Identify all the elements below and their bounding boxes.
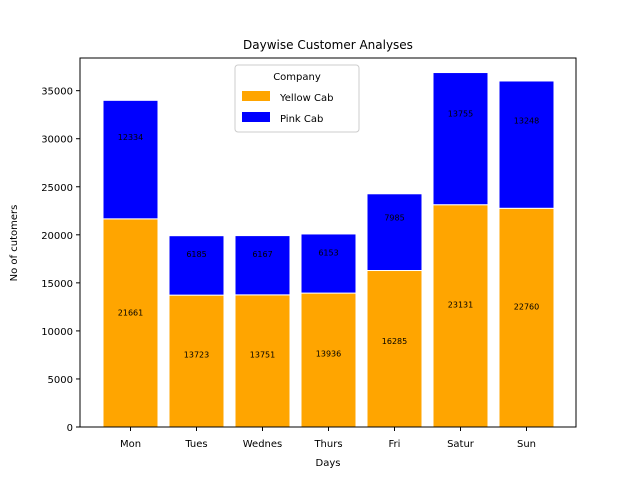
bar-yellow-cab-thurs — [300, 292, 357, 428]
data-label-pink-cab-thurs: 6153 — [318, 248, 338, 257]
data-labels-layer: 21661 12334 13723 6185 13751 6167 13936 6153 162… — [118, 110, 539, 360]
x-tick-label-wednes: Wednes — [243, 439, 283, 450]
y-axis: 0 5000 10000 15000 20000 25000 30000 35000 — [41, 87, 80, 434]
bar-pink-cab-satur — [432, 72, 489, 206]
bar-yellow-cab-mon — [102, 218, 159, 428]
data-label-yellow-cab-sun: 22760 — [514, 303, 539, 312]
x-tick-label-thurs: Thurs — [313, 439, 342, 450]
legend-label-yellow-cab: Yellow Cab — [279, 93, 333, 104]
x-tick-label-mon: Mon — [120, 439, 141, 450]
legend-title: Company — [273, 72, 321, 83]
bar-pink-cab-fri — [366, 193, 423, 272]
bars-layer — [102, 72, 555, 428]
legend-label-pink-cab: Pink Cab — [280, 114, 323, 125]
bar-yellow-cab-sun — [498, 207, 555, 428]
data-label-yellow-cab-satur: 23131 — [448, 301, 473, 310]
chart-title: Daywise Customer Analyses — [243, 38, 413, 52]
x-tick-label-sun: Sun — [517, 439, 536, 450]
x-axis: Mon Tues Wednes Thurs Fri Satur Sun — [120, 427, 536, 450]
data-label-yellow-cab-tues: 13723 — [184, 350, 209, 359]
bar-pink-cab-tues — [168, 235, 225, 296]
legend: Company Yellow Cab Pink Cab — [234, 64, 360, 133]
legend-swatch-yellow-cab — [242, 91, 270, 101]
legend-swatch-pink-cab — [242, 112, 270, 122]
data-label-pink-cab-mon: 12334 — [118, 133, 143, 142]
x-tick-label-fri: Fri — [389, 439, 401, 450]
data-label-yellow-cab-wednes: 13751 — [250, 350, 275, 359]
data-label-pink-cab-fri: 7985 — [384, 214, 404, 223]
data-label-pink-cab-tues: 6185 — [186, 250, 206, 259]
data-label-yellow-cab-fri: 16285 — [382, 337, 407, 346]
x-tick-label-satur: Satur — [447, 439, 475, 450]
bar-yellow-cab-wednes — [234, 294, 291, 428]
data-label-yellow-cab-thurs: 13936 — [316, 349, 341, 358]
y-axis-label: No of cutomers — [9, 205, 20, 282]
y-tick-label-0: 0 — [67, 423, 73, 434]
bar-pink-cab-thurs — [300, 233, 357, 294]
y-tick-label-15000: 15000 — [41, 279, 73, 290]
y-tick-label-35000: 35000 — [41, 87, 73, 98]
y-tick-label-20000: 20000 — [41, 231, 73, 242]
x-axis-label: Days — [316, 458, 341, 469]
data-label-pink-cab-sun: 13248 — [514, 116, 539, 125]
bar-pink-cab-wednes — [234, 235, 291, 296]
x-tick-label-tues: Tues — [184, 439, 207, 450]
bar-yellow-cab-fri — [366, 270, 423, 428]
bar-pink-cab-mon — [102, 99, 159, 220]
bar-yellow-cab-tues — [168, 294, 225, 428]
data-label-pink-cab-satur: 13755 — [448, 110, 473, 119]
y-tick-label-10000: 10000 — [41, 327, 73, 338]
bar-yellow-cab-satur — [432, 204, 489, 428]
data-label-pink-cab-wednes: 6167 — [252, 250, 272, 259]
y-tick-label-30000: 30000 — [41, 135, 73, 146]
y-tick-label-25000: 25000 — [41, 183, 73, 194]
data-label-yellow-cab-mon: 21661 — [118, 309, 143, 318]
y-tick-label-5000: 5000 — [48, 375, 73, 386]
bar-pink-cab-sun — [498, 80, 555, 209]
